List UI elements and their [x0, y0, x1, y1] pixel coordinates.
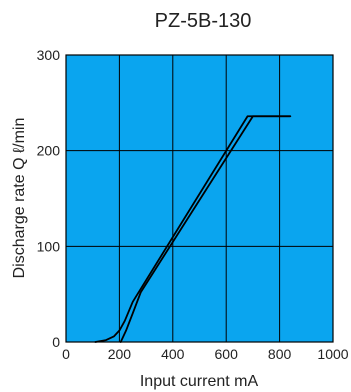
x-tick-label: 400: [161, 346, 185, 362]
y-tick-label: 200: [37, 143, 61, 159]
plot-frame: [65, 54, 334, 343]
x-tick-label: 800: [268, 346, 292, 362]
y-tick-labels: 0 100 200 300: [37, 47, 61, 350]
y-axis-label: Discharge rate Q ℓ/min: [11, 118, 28, 279]
y-tick-label: 100: [37, 238, 61, 254]
y-tick-label: 0: [52, 334, 60, 350]
x-axis-label: Input current mA: [140, 373, 259, 390]
series-line-2: [119, 115, 292, 343]
chart-title: PZ-5B-130: [155, 10, 252, 32]
x-tick-label: 1000: [317, 346, 348, 362]
y-tick-label: 300: [37, 47, 61, 63]
x-tick-labels: 0 200 400 600 800 1000: [62, 346, 349, 362]
series-line-1: [94, 115, 292, 343]
series-lines: [94, 115, 292, 343]
x-tick-label: 0: [62, 346, 70, 362]
grid-lines: [66, 55, 333, 342]
x-tick-label: 600: [215, 346, 239, 362]
x-tick-label: 200: [108, 346, 132, 362]
